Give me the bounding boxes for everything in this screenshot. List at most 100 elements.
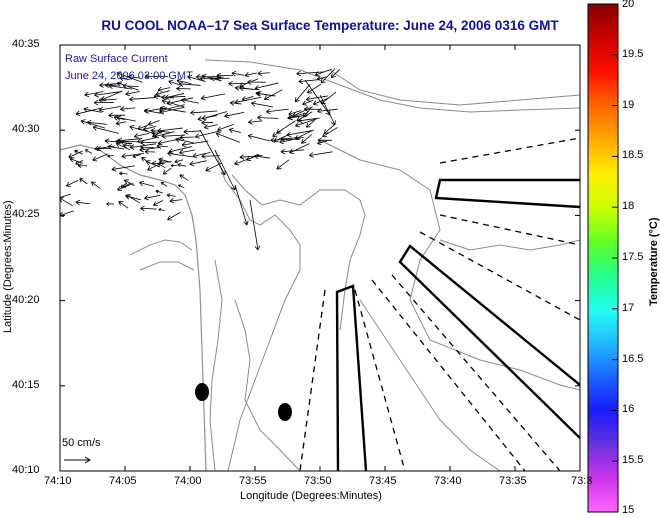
current-arrow [140,139,158,146]
x-tick-label: 74:05 [109,475,137,487]
current-arrow [125,90,140,97]
current-arrow [162,167,172,175]
current-arrow [164,93,185,100]
current-arrow [298,78,320,85]
current-arrow [320,68,336,84]
current-arrow [216,75,230,82]
current-arrow [304,106,322,112]
current-arrow [276,159,290,170]
current-arrow [160,181,168,187]
colorbar-tick-label: 18.5 [622,149,644,162]
current-arrow [115,120,127,126]
current-arrow [127,74,140,80]
current-arrow [192,151,211,159]
current-arrow [90,181,101,189]
current-arrow [107,154,114,158]
y-tick-marks [60,44,580,472]
current-arrow [323,123,336,135]
dashed-survey-lines [299,137,580,471]
station-dot [195,383,209,401]
current-arrow [287,112,308,120]
current-arrow [93,99,114,106]
current-arrow [183,128,202,135]
current-arrow [84,91,104,98]
current-arrow [195,74,219,80]
bathymetry-contour-2 [214,149,301,471]
current-arrow [234,184,249,226]
current-arrow [256,91,275,97]
current-arrow [229,100,242,106]
y-tick-label: 40:15 [12,378,40,391]
current-arrow [228,80,247,87]
current-arrow [139,146,161,153]
current-arrow [119,76,130,81]
current-arrow [123,143,134,149]
coast-inlet [129,239,195,271]
current-arrow [151,130,162,136]
current-arrow [241,96,254,102]
x-axis-label: Longitude (Degrees:Minutes) [240,490,382,502]
current-arrow [294,84,311,103]
current-arrow [106,202,114,206]
bathymetry-contour-5 [329,69,580,106]
current-arrow [297,117,320,124]
current-arrow [197,115,218,122]
colorbar-tick-label: 15.5 [622,454,644,467]
current-arrow [234,85,258,91]
current-arrow [75,199,91,206]
current-arrow [234,156,255,166]
current-arrow [140,205,157,212]
current-arrow [144,149,156,155]
current-arrow [194,130,221,139]
current-arrow [65,179,79,187]
current-arrow [170,163,178,168]
current-arrow [265,108,289,115]
current-arrow [129,124,156,135]
current-arrow [125,193,141,201]
current-arrow [177,162,187,168]
current-arrow [74,149,83,155]
current-arrow [60,197,73,206]
current-arrow [203,124,218,130]
current-arrow [161,98,185,108]
x-tick-label: 74:00 [174,475,202,487]
current-arrow [215,132,241,143]
current-arrow [116,81,139,91]
current-arrow [292,106,313,117]
current-arrow [158,208,165,212]
current-arrow [200,93,226,101]
current-arrow [96,145,112,152]
bathymetry-contour-3 [231,174,366,331]
current-arrow [104,138,133,144]
current-arrow [69,157,84,164]
current-arrow [224,111,245,119]
x-tick-label: 73:3 [571,475,593,487]
current-arrow [247,133,271,142]
current-arrow [113,115,125,121]
current-arrow [84,149,93,154]
current-arrow [117,137,143,144]
current-arrow [305,120,315,128]
current-arrow [98,106,122,113]
current-arrow [142,125,156,132]
bathymetry-contour-4 [319,139,580,391]
current-arrow [120,106,136,112]
current-arrow [205,162,223,172]
current-arrow [144,73,169,80]
x-tick-label: 74:10 [44,475,72,487]
colorbar-tick-label: 17.5 [622,251,644,263]
current-arrow [239,85,253,91]
current-arrow [179,149,195,155]
current-arrow [317,137,332,143]
current-arrow [159,105,186,113]
x-tick-marks [59,45,581,471]
current-arrow [187,74,206,82]
current-arrow [108,83,133,90]
current-arrow [75,108,101,116]
y-tick-label: 40:20 [12,293,40,306]
current-arrow [174,159,184,164]
bathymetry-contour-7 [359,299,501,471]
current-arrow [302,99,314,106]
current-arrow [286,130,313,138]
current-arrow [157,86,171,93]
